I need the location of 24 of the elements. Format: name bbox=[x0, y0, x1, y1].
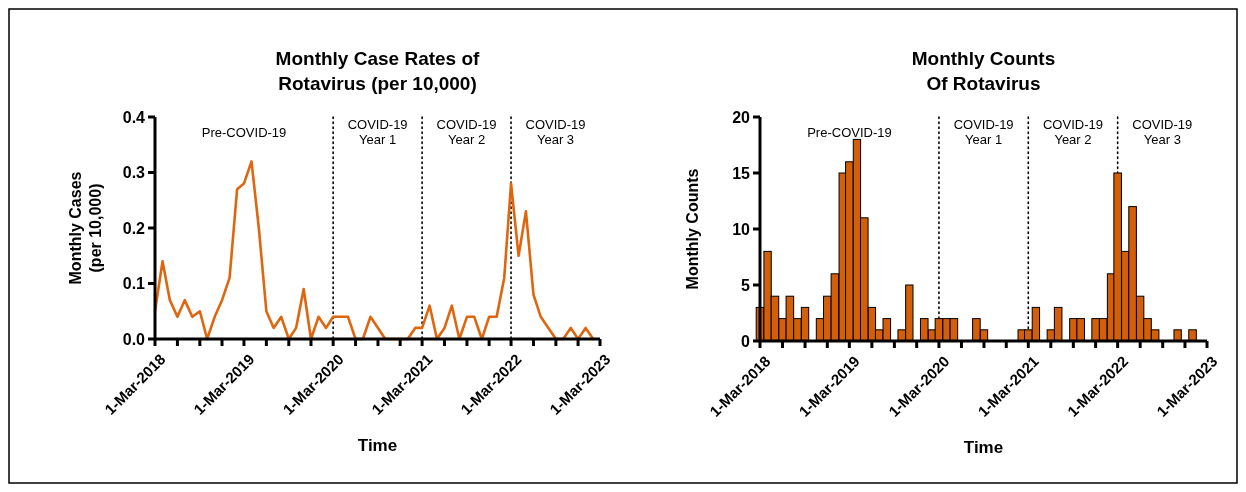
y-axis-title: Monthly Cases (per 10,000) bbox=[67, 171, 104, 285]
annotation: COVID-19 Year 3 bbox=[1132, 117, 1193, 147]
y-axis-title: Monthly Counts bbox=[684, 168, 701, 290]
chart-title: Monthly Counts Of Rotavirus bbox=[911, 48, 1056, 94]
y-tick-label: 0.3 bbox=[122, 164, 146, 182]
x-axis-title: Time bbox=[963, 438, 1004, 457]
y-tick-label: 0.2 bbox=[122, 219, 146, 237]
y-tick-label: 0.4 bbox=[122, 108, 146, 126]
annotation: COVID-19 Year 1 bbox=[953, 117, 1014, 147]
y-tick-label: 5 bbox=[741, 276, 751, 294]
y-tick-label: 20 bbox=[732, 108, 751, 126]
y-tick-label: 0.0 bbox=[122, 330, 146, 348]
chart-title: Monthly Case Rates of Rotavirus (per 10,000) bbox=[275, 48, 481, 94]
y-tick-label: 10 bbox=[732, 220, 751, 238]
y-tick-label: 0 bbox=[741, 332, 751, 350]
annotation: COVID-19 Year 1 bbox=[347, 117, 408, 147]
annotation: COVID-19 Year 3 bbox=[525, 117, 586, 147]
annotation: COVID-19 Year 2 bbox=[436, 117, 497, 147]
x-axis-title: Time bbox=[357, 436, 398, 455]
y-tick-label: 0.1 bbox=[122, 275, 146, 293]
annotation: COVID-19 Year 2 bbox=[1042, 117, 1103, 147]
y-tick-label: 15 bbox=[732, 164, 751, 182]
annotation: Pre-COVID-19 bbox=[201, 125, 287, 140]
annotation: Pre-COVID-19 bbox=[807, 125, 892, 140]
